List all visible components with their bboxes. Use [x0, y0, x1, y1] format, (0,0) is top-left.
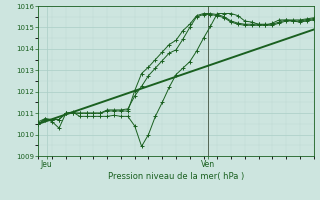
X-axis label: Pression niveau de la mer( hPa ): Pression niveau de la mer( hPa )	[108, 172, 244, 181]
